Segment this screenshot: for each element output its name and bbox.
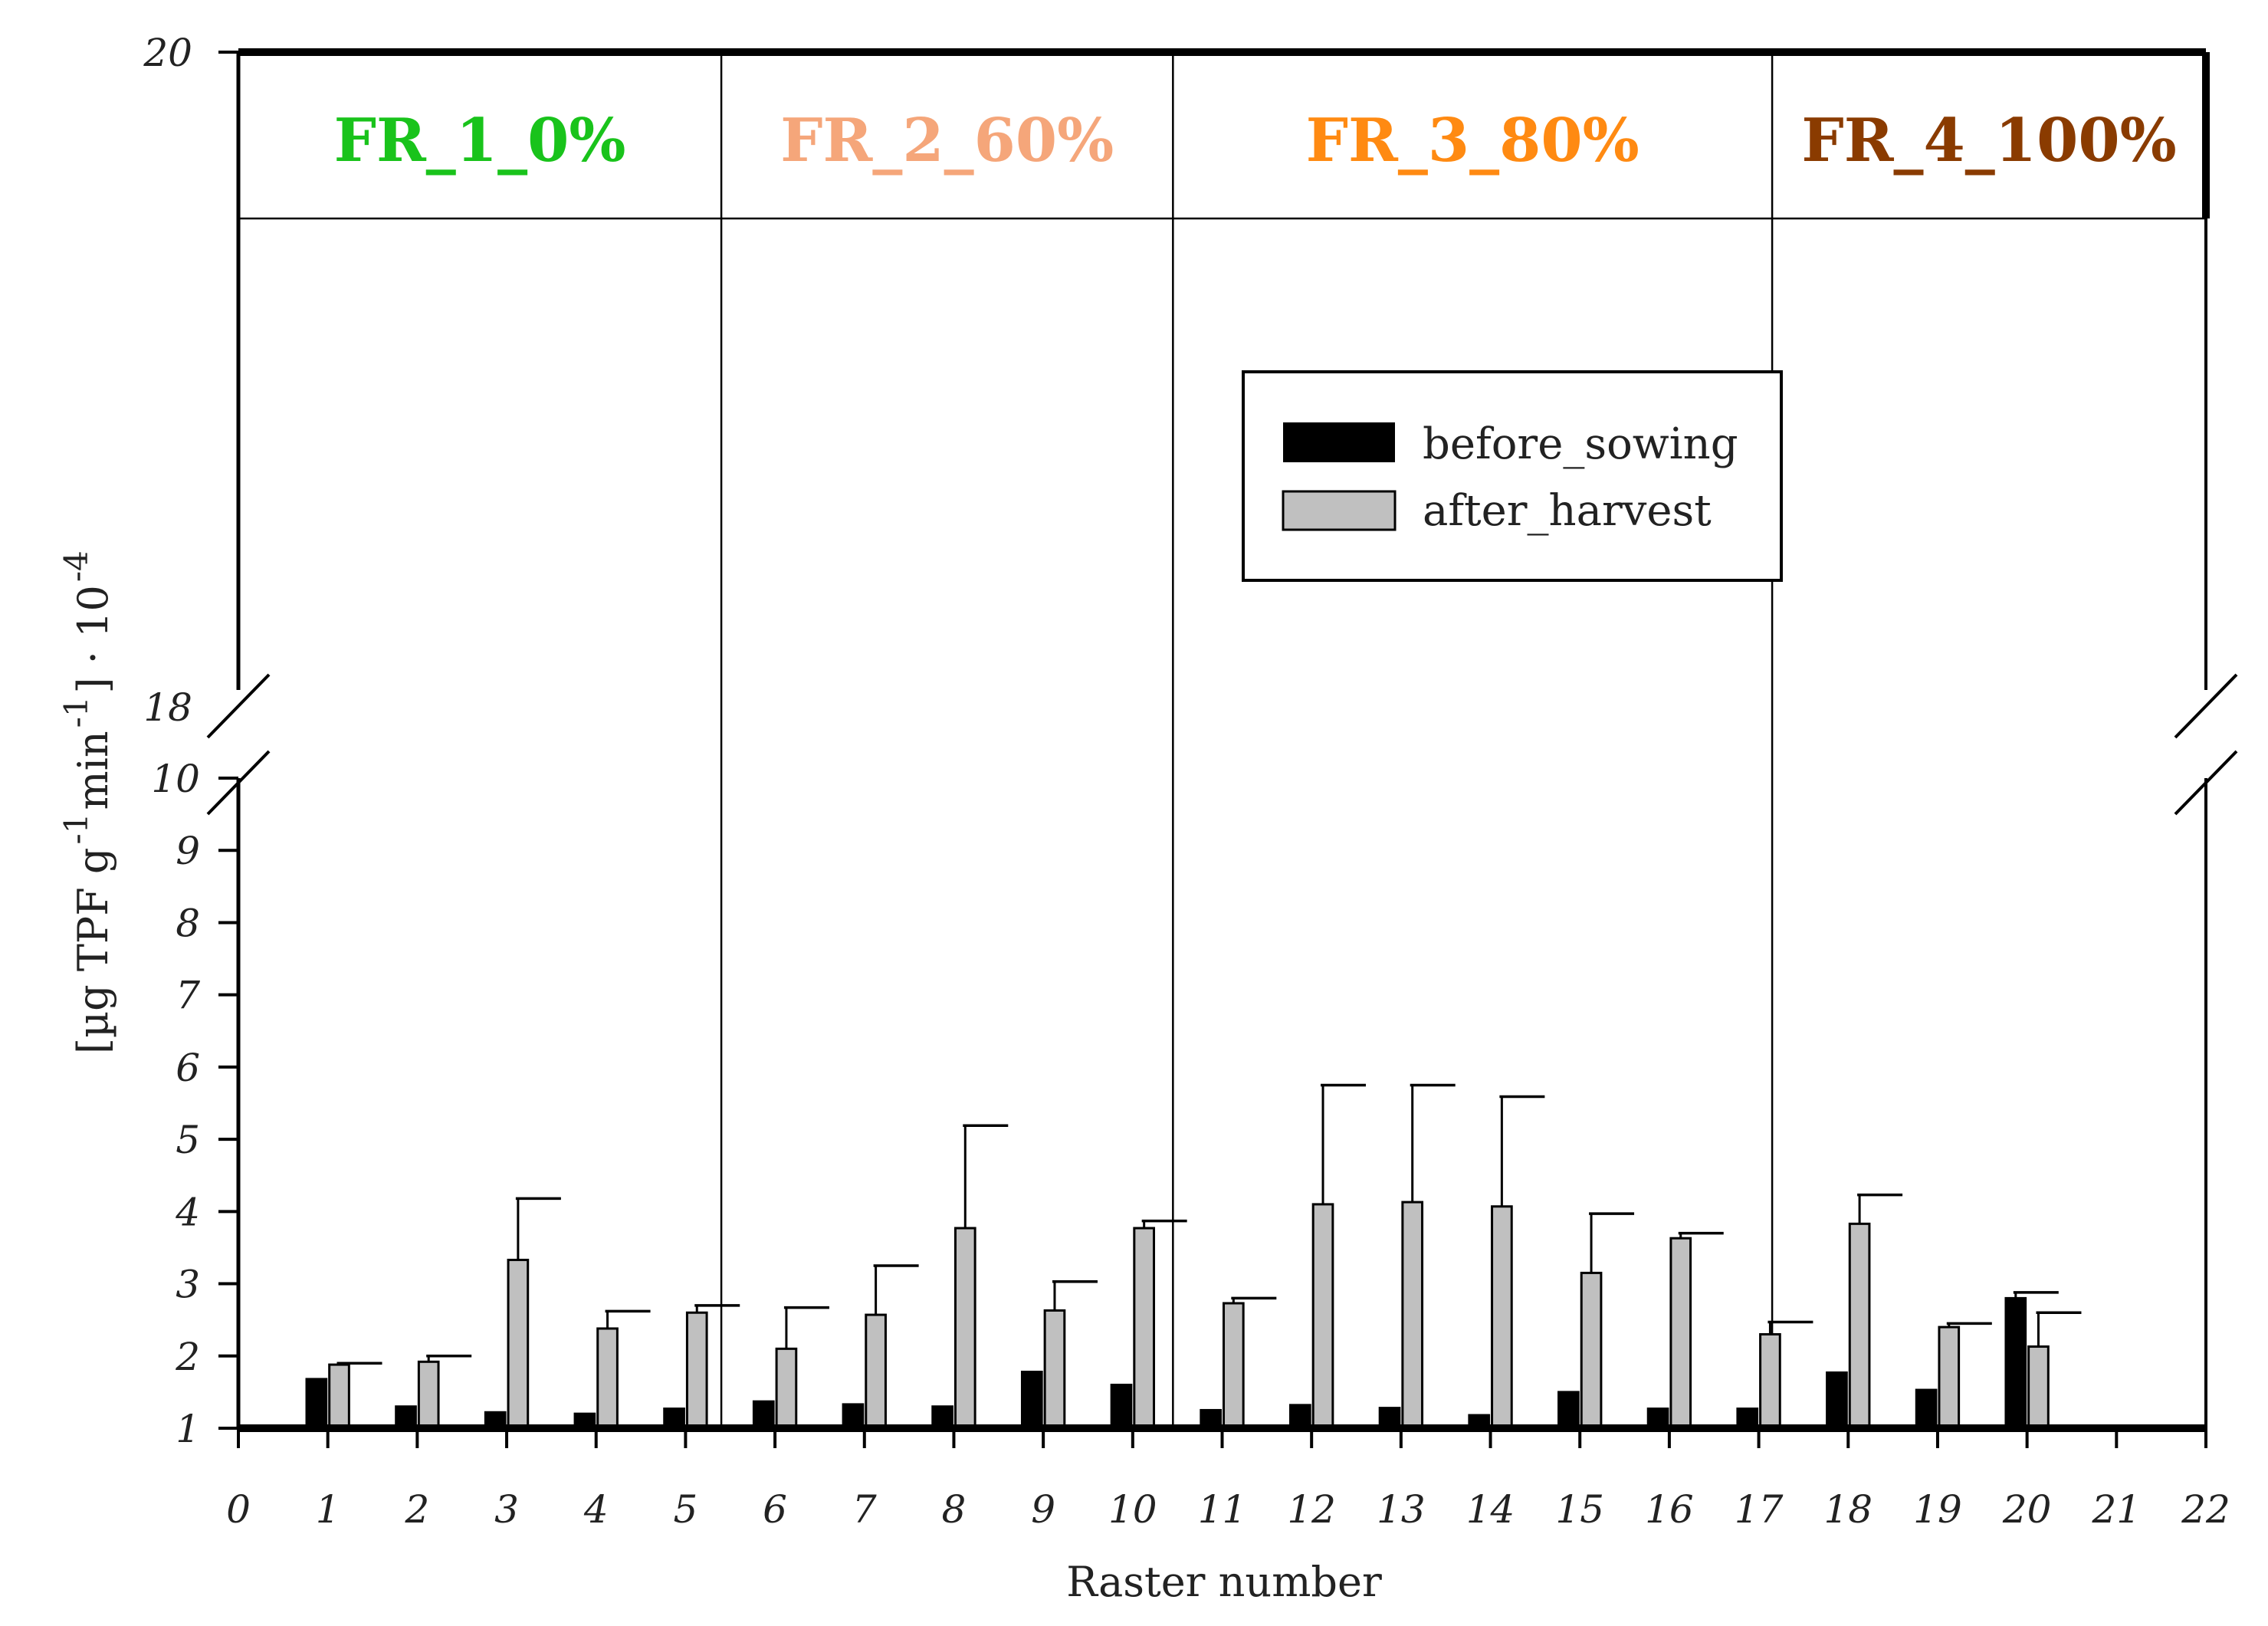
x-tick-label: 16	[1645, 1487, 1694, 1532]
y-tick-label: 7	[176, 974, 200, 1018]
bar-after-harvest	[507, 1258, 530, 1430]
bar-after-harvest	[953, 1227, 976, 1430]
y-tick-label: 5	[176, 1118, 200, 1162]
bar-after-harvest	[417, 1360, 440, 1430]
bar-before-sowing	[752, 1400, 775, 1430]
bar-after-harvest	[1580, 1271, 1603, 1430]
y-axis-title-end: ] · 10	[69, 585, 117, 693]
bar-before-sowing	[1915, 1388, 1938, 1430]
y-axis-break-right-gap	[2175, 690, 2237, 778]
x-tick-label: 6	[763, 1487, 787, 1532]
y-tick-label: 20	[143, 31, 192, 75]
bar-after-harvest	[1759, 1333, 1781, 1430]
y-tick-label: 6	[176, 1046, 200, 1090]
y-tick-label: 8	[176, 901, 200, 945]
x-tick-label: 9	[1031, 1487, 1055, 1532]
x-tick-label: 11	[1198, 1487, 1247, 1532]
bar-after-harvest	[596, 1327, 619, 1430]
bar-after-harvest	[328, 1363, 350, 1430]
region-label: FR_4_100%	[1801, 106, 2176, 176]
x-tick-label: 2	[404, 1487, 429, 1532]
x-tick-label: 12	[1287, 1487, 1336, 1532]
bar-before-sowing	[1557, 1391, 1580, 1430]
bar-before-sowing	[1110, 1383, 1133, 1430]
y-axis-break-left-slash-upper	[206, 673, 271, 739]
bar-before-sowing	[1826, 1371, 1848, 1430]
y-tick-label: 18	[143, 685, 192, 730]
y-tick-label: 3	[176, 1263, 200, 1307]
legend-label-before-sowing: before_sowing	[1423, 419, 1738, 469]
y-axis-title-exp2: -1	[57, 696, 95, 728]
bar-before-sowing	[2004, 1296, 2027, 1430]
y-tick-label: 4	[175, 1190, 200, 1234]
y-axis-break-right-slash-upper	[2174, 673, 2238, 739]
bar-after-harvest	[1938, 1325, 1961, 1430]
x-tick-label: 18	[1823, 1487, 1872, 1532]
y-axis-break-right-slash-lower	[2174, 750, 2238, 816]
x-tick-label: 17	[1735, 1487, 1784, 1532]
bar-after-harvest	[865, 1313, 887, 1430]
y-tick-label: 9	[176, 829, 200, 873]
bar-after-harvest	[1311, 1203, 1334, 1430]
bar-before-sowing	[305, 1378, 328, 1430]
legend-swatch-after-harvest	[1282, 490, 1397, 531]
axis-ticks: 0 1 2 3 4 5 6 7 8 9 10 11 12 13 14 15 16 17 18 19 20 21 221234…	[143, 31, 2230, 1532]
y-tick-label: 1	[176, 1407, 200, 1451]
legend: before_sowing after_harvest	[1242, 370, 1783, 582]
x-tick-label: 14	[1466, 1487, 1515, 1532]
x-tick-label: 20	[2002, 1487, 2052, 1532]
legend-swatch-before-sowing	[1283, 422, 1395, 462]
bar-after-harvest	[685, 1311, 708, 1430]
x-tick-label: 4	[583, 1487, 609, 1532]
bars	[305, 1083, 2082, 1430]
region-label: FR_1_0%	[334, 106, 626, 176]
y-axis-title-main: [µg TPF g	[69, 848, 117, 1054]
bar-after-harvest	[1043, 1309, 1066, 1430]
y-axis-title-mid: min	[69, 731, 117, 810]
region-dividers: FR_1_0% FR_2_60% FR_3_80% FR_4_100%	[238, 52, 2206, 1428]
y-axis-title-exp3: -4	[57, 550, 95, 582]
x-axis-title: Raster number	[1066, 1558, 1382, 1606]
x-tick-label: 19	[1913, 1487, 1962, 1532]
y-axis-title-exp1: -1	[57, 813, 95, 845]
plot-frame	[206, 48, 2238, 1432]
bar-after-harvest	[1223, 1302, 1245, 1430]
x-tick-label: 1	[316, 1487, 340, 1532]
bar-after-harvest	[1669, 1237, 1692, 1430]
y-tick-label: 10	[151, 757, 200, 801]
x-tick-label: 15	[1555, 1487, 1604, 1532]
x-tick-label: 22	[2181, 1487, 2230, 1532]
y-axis-title: [µg TPF g -1 min -1 ] · 10 -4	[57, 550, 117, 1054]
region-label: FR_2_60%	[780, 106, 1114, 176]
bar-after-harvest	[1401, 1201, 1424, 1430]
bar-after-harvest	[775, 1347, 798, 1430]
bar-after-harvest	[1133, 1227, 1155, 1430]
x-tick-label: 5	[674, 1487, 698, 1532]
x-tick-label: 10	[1108, 1487, 1157, 1532]
x-tick-label: 3	[494, 1487, 519, 1532]
x-tick-label: 7	[852, 1487, 877, 1532]
bar-before-sowing	[1020, 1371, 1043, 1430]
y-axis-break-left-slash-lower	[206, 750, 271, 816]
x-tick-label: 8	[942, 1487, 967, 1532]
x-tick-label: 21	[2092, 1487, 2142, 1532]
bar-after-harvest	[1491, 1205, 1513, 1430]
region-label: FR_3_80%	[1306, 106, 1639, 176]
x-tick-label: 13	[1377, 1487, 1426, 1532]
legend-label-after-harvest: after_harvest	[1423, 486, 1712, 536]
bar-after-harvest	[1848, 1222, 1871, 1430]
y-tick-label: 2	[175, 1335, 200, 1379]
x-tick-label: 0	[226, 1487, 251, 1532]
bar-after-harvest	[2027, 1345, 2050, 1430]
y-axis-break-left-gap	[208, 690, 269, 778]
legend-box	[1242, 370, 1783, 582]
